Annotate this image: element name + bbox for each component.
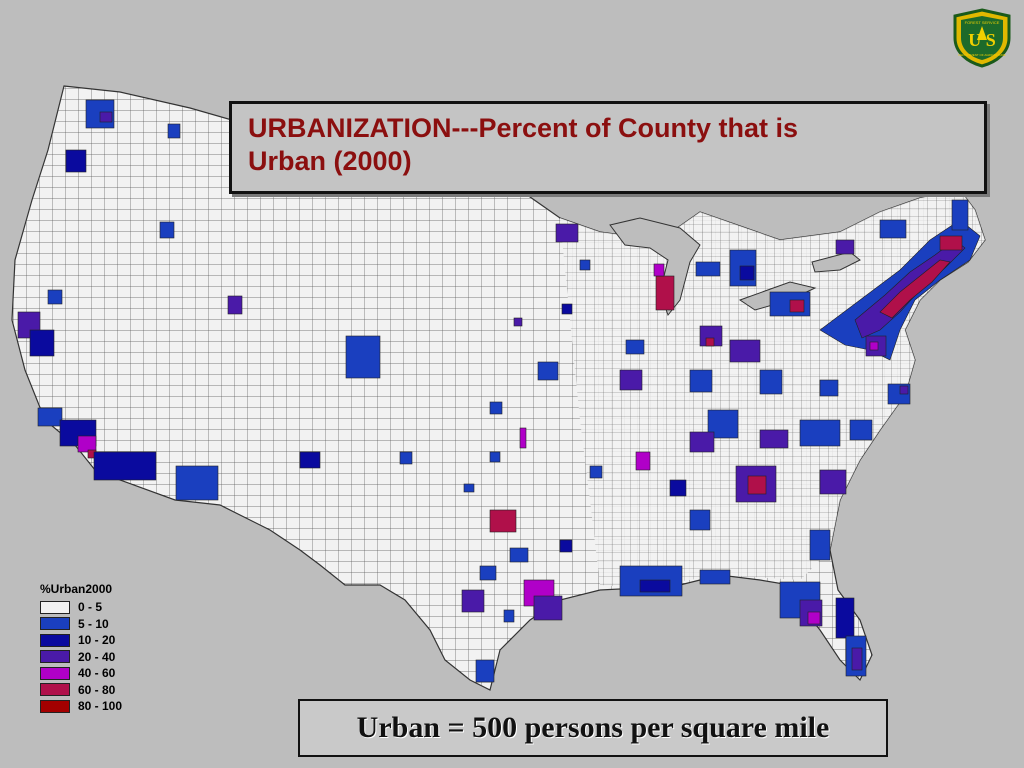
legend-label: 0 - 5 — [78, 600, 103, 615]
legend: %Urban2000 0 - 5 5 - 10 10 - 20 20 - 40 … — [40, 582, 180, 715]
legend-swatch — [40, 683, 70, 697]
urban-counties — [17, 99, 981, 683]
legend-swatch — [40, 699, 70, 713]
legend-label: 80 - 100 — [78, 699, 123, 714]
legend-swatch — [40, 666, 70, 680]
map-title-line-1: URBANIZATION---Percent of County that is — [248, 113, 798, 143]
urban-definition-box: Urban = 500 persons per square mile — [298, 699, 888, 757]
legend-item: 60 - 80 — [40, 682, 180, 699]
legend-label: 10 - 20 — [78, 633, 116, 648]
forest-service-shield-icon: U S FOREST SERVICE DEPARTMENT OF AGRICUL… — [953, 8, 1011, 68]
legend-label: 60 - 80 — [78, 682, 116, 697]
legend-item: 40 - 60 — [40, 665, 180, 682]
legend-item: 0 - 5 — [40, 599, 180, 616]
title-box: URBANIZATION---Percent of County that is… — [229, 101, 987, 194]
legend-item: 80 - 100 — [40, 698, 180, 715]
logo-caption-top: FOREST SERVICE — [965, 20, 1000, 25]
urban-definition-text: Urban = 500 persons per square mile — [356, 711, 830, 744]
map-title-line-2: Urban (2000) — [248, 146, 412, 176]
legend-swatch — [40, 600, 70, 614]
legend-swatch — [40, 617, 70, 631]
legend-label: 20 - 40 — [78, 649, 116, 664]
legend-label: 5 - 10 — [78, 616, 109, 631]
legend-item: 20 - 40 — [40, 649, 180, 666]
legend-label: 40 - 60 — [78, 666, 116, 681]
legend-item: 5 - 10 — [40, 616, 180, 633]
legend-swatch — [40, 633, 70, 647]
legend-title: %Urban2000 — [40, 582, 113, 596]
legend-item: 10 - 20 — [40, 632, 180, 649]
logo-caption-bottom: DEPARTMENT OF AGRICULTURE — [958, 53, 1005, 57]
legend-swatch — [40, 650, 70, 664]
